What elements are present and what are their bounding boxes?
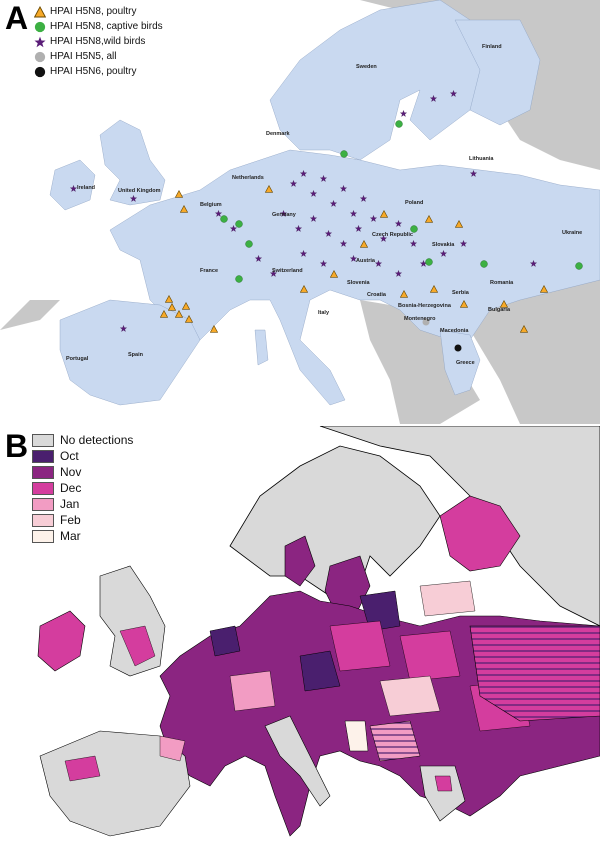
- legend-swatch: [32, 481, 54, 495]
- detection-month-map: [0, 426, 600, 846]
- country-label: Netherlands: [232, 175, 264, 181]
- legend-label: Jan: [60, 497, 80, 511]
- legend-item-no-detections: No detections: [32, 432, 133, 448]
- country-label: Bulgaria: [488, 307, 511, 313]
- country-label: Romania: [490, 280, 514, 286]
- legend-label: No detections: [60, 433, 134, 447]
- panel-a-map: A HPAI H5N8, poultry HPAI H5N8, captive …: [0, 0, 600, 424]
- legend-label: HPAI H5N6, poultry: [50, 66, 137, 77]
- triangle-icon: [34, 5, 46, 18]
- country-label: Belgium: [200, 202, 222, 208]
- legend-label: Feb: [60, 513, 81, 527]
- legend-label: Nov: [60, 465, 82, 479]
- country-label: Poland: [405, 200, 424, 206]
- country-label: Croatia: [367, 292, 386, 298]
- legend-item-h5n6: HPAI H5N6, poultry: [34, 64, 163, 79]
- panel-b-letter: B: [5, 428, 29, 464]
- country-label: Finland: [482, 44, 502, 50]
- country-label: Bosnia-Herzegovina: [398, 303, 451, 309]
- legend-swatch: [32, 497, 54, 511]
- panel-a-legend: HPAI H5N8, poultry HPAI H5N8, captive bi…: [34, 4, 163, 79]
- legend-item-h5n5: HPAI H5N5, all: [34, 49, 163, 64]
- country-label: Ukraine: [562, 230, 583, 236]
- h5n5-marker: [422, 318, 430, 326]
- legend-item-mar: Mar: [32, 528, 133, 544]
- country-label: Montenegro: [404, 316, 436, 322]
- country-label: Switzerland: [272, 268, 303, 274]
- country-label: Sweden: [356, 64, 377, 70]
- country-label: Italy: [318, 310, 330, 316]
- legend-swatch: [32, 465, 54, 479]
- country-label: Denmark: [266, 131, 290, 137]
- legend-swatch: [32, 529, 54, 543]
- country-label: Germany: [272, 212, 296, 218]
- legend-swatch: [32, 433, 54, 447]
- panel-b-legend: No detections Oct Nov Dec Jan Feb Mar: [32, 432, 133, 544]
- legend-label: HPAI H5N5, all: [50, 51, 117, 62]
- legend-swatch: [32, 449, 54, 463]
- country-label: Greece: [456, 360, 475, 366]
- country-label: Austria: [356, 258, 375, 264]
- country-label: France: [200, 268, 219, 274]
- country-label: Ireland: [77, 185, 96, 191]
- country-label: United Kingdom: [118, 188, 161, 194]
- legend-label: HPAI H5N8,wild birds: [50, 36, 146, 47]
- black-circle-icon: [34, 66, 46, 77]
- legend-item-oct: Oct: [32, 448, 133, 464]
- legend-item-jan: Jan: [32, 496, 133, 512]
- legend-label: Dec: [60, 481, 82, 495]
- country-label: Slovenia: [347, 280, 370, 286]
- legend-swatch: [32, 513, 54, 527]
- legend-item-poultry: HPAI H5N8, poultry: [34, 4, 163, 19]
- country-label: Slovakia: [432, 242, 455, 248]
- legend-label: HPAI H5N8, captive birds: [50, 21, 163, 32]
- country-label: Serbia: [452, 290, 469, 296]
- country-label: Spain: [128, 352, 143, 358]
- country-label: Czech Republic: [372, 232, 413, 238]
- h5n6-marker: [454, 344, 462, 352]
- green-circle-icon: [34, 21, 46, 32]
- legend-item-nov: Nov: [32, 464, 133, 480]
- country-label: Lithuania: [469, 156, 494, 162]
- grey-circle-icon: [34, 51, 46, 62]
- legend-item-wild: HPAI H5N8,wild birds: [34, 34, 163, 49]
- star-icon: [34, 36, 46, 47]
- country-label: Macedonia: [440, 328, 469, 334]
- legend-label: HPAI H5N8, poultry: [50, 6, 137, 17]
- country-label: Portugal: [66, 356, 89, 362]
- legend-item-feb: Feb: [32, 512, 133, 528]
- legend-item-captive: HPAI H5N8, captive birds: [34, 19, 163, 34]
- legend-label: Oct: [60, 449, 79, 463]
- panel-b-map: B No detections Oct Nov Dec Jan Feb Mar: [0, 426, 600, 846]
- panel-a-letter: A: [5, 0, 29, 36]
- europe-outbreak-map: [0, 0, 600, 424]
- legend-item-dec: Dec: [32, 480, 133, 496]
- legend-label: Mar: [60, 529, 81, 543]
